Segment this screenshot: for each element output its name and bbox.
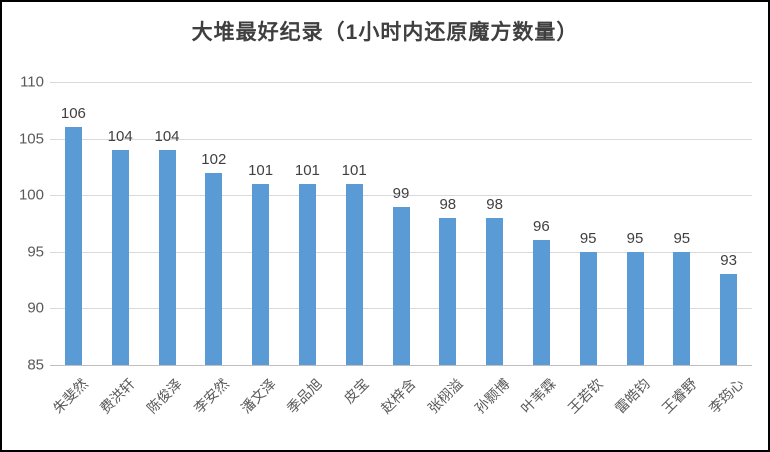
data-label: 95 bbox=[626, 229, 644, 247]
bar-孙颢博[interactable] bbox=[486, 217, 504, 365]
bar-季品旭[interactable] bbox=[298, 183, 316, 365]
data-label: 104 bbox=[107, 127, 133, 145]
data-label: 102 bbox=[201, 150, 227, 168]
data-label: 101 bbox=[248, 161, 274, 179]
x-axis-line bbox=[50, 365, 752, 366]
x-axis-tick-label: 潘文泽 bbox=[237, 375, 279, 417]
y-axis-tick-label: 95 bbox=[27, 243, 44, 261]
bar-雷皓钧[interactable] bbox=[626, 251, 644, 365]
bar-潘文泽[interactable] bbox=[252, 183, 270, 365]
x-axis-tick-label: 王若钦 bbox=[564, 375, 606, 417]
x-axis-tick-label: 陈俊泽 bbox=[143, 375, 185, 417]
data-label: 101 bbox=[341, 161, 367, 179]
bar-李安然[interactable] bbox=[205, 172, 223, 365]
bar-皮宝[interactable] bbox=[345, 183, 363, 365]
data-label: 98 bbox=[439, 195, 457, 213]
bar-陈俊泽[interactable] bbox=[158, 149, 176, 365]
y-axis-tick-label: 85 bbox=[27, 356, 44, 374]
data-label: 101 bbox=[294, 161, 320, 179]
bar-李筠心[interactable] bbox=[720, 274, 738, 365]
bar-叶苇霖[interactable] bbox=[532, 240, 550, 365]
x-axis-tick-label: 叶苇霖 bbox=[518, 375, 560, 417]
x-axis-tick-label: 王睿野 bbox=[658, 375, 700, 417]
data-label: 95 bbox=[579, 229, 597, 247]
bar-朱斐然[interactable] bbox=[64, 127, 82, 365]
bar-张栩溢[interactable] bbox=[439, 217, 457, 365]
data-label: 104 bbox=[154, 127, 180, 145]
x-axis-tick-label: 张栩溢 bbox=[424, 375, 466, 417]
bar-王睿野[interactable] bbox=[673, 251, 691, 365]
x-axis-tick-label: 李安然 bbox=[190, 375, 232, 417]
data-label: 96 bbox=[533, 218, 550, 236]
gridline bbox=[50, 82, 752, 83]
x-axis-tick-label: 孙颢博 bbox=[471, 375, 513, 417]
x-axis-tick-label: 季品旭 bbox=[284, 375, 326, 417]
data-label: 99 bbox=[392, 184, 410, 202]
chart-title: 大堆最好纪录（1小时内还原魔方数量） bbox=[191, 21, 579, 44]
gridline bbox=[50, 195, 752, 197]
data-label: 95 bbox=[673, 229, 691, 247]
bar-费洪轩[interactable] bbox=[111, 149, 129, 365]
data-label: 93 bbox=[720, 252, 737, 270]
x-axis-tick-label: 朱斐然 bbox=[50, 375, 92, 417]
gridline bbox=[50, 138, 752, 140]
data-label: 98 bbox=[486, 195, 503, 213]
x-axis-tick-label: 李筠心 bbox=[705, 375, 747, 417]
x-axis-tick-label: 雷皓钧 bbox=[611, 375, 653, 417]
bar-赵梓含[interactable] bbox=[392, 206, 410, 365]
y-axis-tick-label: 105 bbox=[18, 130, 44, 148]
x-axis-tick-label: 费洪轩 bbox=[96, 375, 138, 417]
x-axis-tick-label: 皮宝 bbox=[340, 375, 372, 407]
bar-王若钦[interactable] bbox=[579, 251, 597, 365]
y-axis-tick-label: 100 bbox=[18, 186, 44, 204]
data-label: 106 bbox=[60, 105, 86, 123]
y-axis-tick-label: 90 bbox=[27, 299, 44, 317]
x-axis-tick-label: 赵梓含 bbox=[377, 375, 419, 417]
y-axis-tick-label: 110 bbox=[20, 73, 44, 91]
